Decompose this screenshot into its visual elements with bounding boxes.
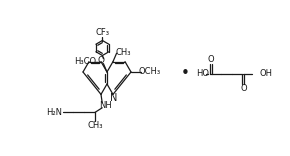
Text: NH: NH (99, 101, 112, 110)
Text: O: O (98, 56, 105, 65)
Text: CH₃: CH₃ (116, 48, 131, 57)
Text: CF₃: CF₃ (95, 28, 109, 37)
Text: CH₃: CH₃ (87, 121, 103, 130)
Text: •: • (181, 66, 189, 81)
Text: O: O (208, 55, 214, 64)
Text: OCH₃: OCH₃ (138, 68, 160, 76)
Text: N: N (110, 93, 118, 103)
Text: H₃CO: H₃CO (74, 57, 96, 66)
Text: H₂N: H₂N (47, 108, 63, 117)
Text: OH: OH (259, 70, 272, 78)
Text: O: O (240, 84, 247, 93)
Text: HO: HO (196, 70, 209, 78)
